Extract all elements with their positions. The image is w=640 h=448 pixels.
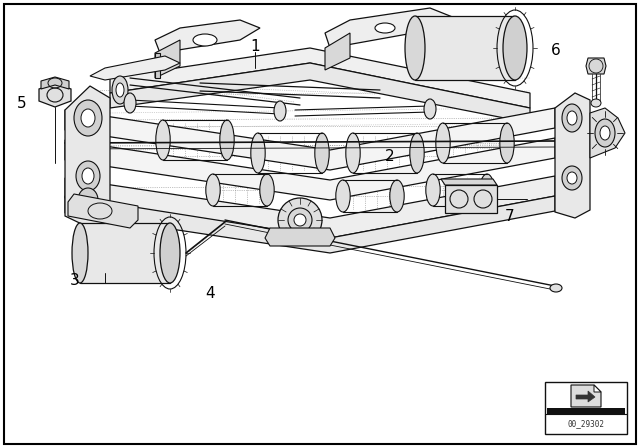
Polygon shape — [586, 58, 606, 74]
Ellipse shape — [405, 16, 425, 80]
Ellipse shape — [346, 133, 360, 173]
Text: 00_29302: 00_29302 — [568, 419, 605, 428]
Ellipse shape — [336, 180, 350, 212]
Polygon shape — [90, 56, 180, 80]
Polygon shape — [155, 20, 260, 53]
Polygon shape — [415, 16, 515, 80]
Polygon shape — [571, 385, 601, 407]
Ellipse shape — [156, 120, 170, 160]
Ellipse shape — [206, 174, 220, 206]
Ellipse shape — [567, 172, 577, 184]
Bar — [547, 408, 625, 414]
Polygon shape — [41, 77, 69, 89]
Ellipse shape — [315, 133, 329, 173]
Polygon shape — [110, 63, 530, 123]
Text: 4: 4 — [205, 285, 215, 301]
Ellipse shape — [426, 174, 440, 206]
Ellipse shape — [82, 168, 94, 184]
Ellipse shape — [124, 93, 136, 113]
Polygon shape — [590, 108, 625, 158]
Ellipse shape — [600, 126, 610, 140]
Ellipse shape — [390, 180, 404, 212]
Ellipse shape — [278, 198, 322, 242]
Ellipse shape — [424, 99, 436, 119]
Ellipse shape — [412, 19, 428, 27]
Polygon shape — [65, 138, 555, 200]
Ellipse shape — [116, 83, 124, 97]
Text: 2: 2 — [385, 148, 395, 164]
Polygon shape — [594, 385, 601, 392]
Ellipse shape — [76, 161, 100, 191]
Text: 6: 6 — [551, 43, 561, 57]
Ellipse shape — [562, 104, 582, 132]
Polygon shape — [68, 194, 138, 228]
Ellipse shape — [480, 174, 494, 206]
Polygon shape — [110, 48, 530, 108]
Ellipse shape — [193, 34, 217, 46]
Ellipse shape — [375, 23, 395, 33]
Ellipse shape — [78, 188, 98, 212]
Polygon shape — [325, 8, 455, 48]
Polygon shape — [65, 86, 110, 228]
Polygon shape — [65, 196, 555, 253]
Polygon shape — [80, 223, 170, 283]
Ellipse shape — [500, 123, 514, 163]
Bar — [545, 382, 627, 434]
Ellipse shape — [436, 123, 450, 163]
Polygon shape — [39, 83, 71, 107]
Ellipse shape — [591, 99, 601, 107]
Ellipse shape — [567, 111, 577, 125]
Text: 1: 1 — [250, 39, 260, 53]
Polygon shape — [441, 179, 497, 185]
Ellipse shape — [251, 133, 265, 173]
Ellipse shape — [595, 119, 615, 147]
Polygon shape — [576, 391, 595, 402]
Polygon shape — [445, 185, 497, 213]
Ellipse shape — [112, 76, 128, 104]
Ellipse shape — [294, 214, 306, 226]
Ellipse shape — [503, 16, 527, 80]
Ellipse shape — [160, 223, 180, 283]
Text: 7: 7 — [505, 208, 515, 224]
Polygon shape — [265, 228, 335, 246]
Ellipse shape — [550, 284, 562, 292]
Ellipse shape — [274, 101, 286, 121]
Polygon shape — [155, 53, 160, 78]
Text: 5: 5 — [17, 95, 27, 111]
Ellipse shape — [81, 109, 95, 127]
Ellipse shape — [562, 166, 582, 190]
Polygon shape — [155, 40, 180, 78]
Ellipse shape — [220, 120, 234, 160]
Polygon shape — [555, 93, 590, 218]
Ellipse shape — [288, 208, 312, 232]
Ellipse shape — [72, 223, 88, 283]
Polygon shape — [65, 176, 555, 238]
Polygon shape — [65, 108, 555, 170]
Polygon shape — [325, 33, 350, 70]
Ellipse shape — [410, 133, 424, 173]
Text: 3: 3 — [70, 272, 80, 288]
Ellipse shape — [260, 174, 274, 206]
Ellipse shape — [74, 100, 102, 136]
